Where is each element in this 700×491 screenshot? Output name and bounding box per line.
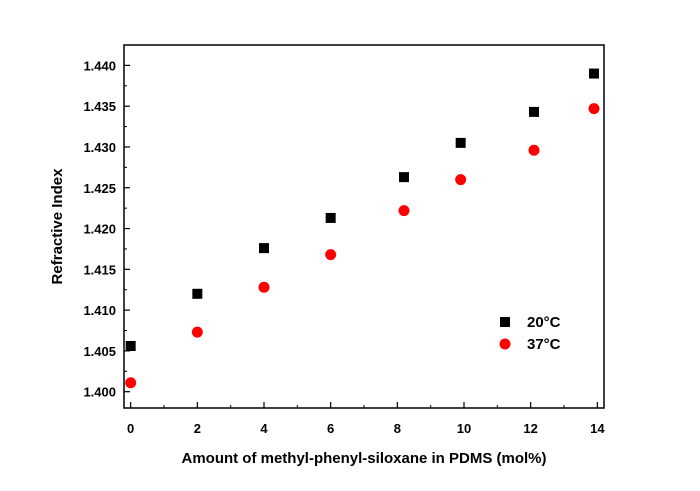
y-tick-label: 1.420 bbox=[83, 222, 116, 237]
data-points bbox=[125, 68, 600, 389]
point-37c bbox=[125, 377, 137, 389]
x-tick-label: 6 bbox=[327, 421, 334, 436]
x-tick-label: 0 bbox=[127, 421, 134, 436]
point-20c bbox=[455, 137, 466, 148]
x-axis-title: Amount of methyl-phenyl-siloxane in PDMS… bbox=[181, 450, 546, 467]
x-tick-label: 10 bbox=[457, 421, 471, 436]
y-tick-label: 1.425 bbox=[83, 181, 116, 196]
point-37c bbox=[528, 144, 540, 156]
point-20c bbox=[192, 288, 203, 299]
y-tick-label: 1.430 bbox=[83, 140, 116, 155]
y-tick-label: 1.435 bbox=[83, 99, 116, 114]
x-tick-label: 14 bbox=[590, 421, 605, 436]
point-20c bbox=[259, 243, 269, 254]
point-37c bbox=[588, 103, 600, 115]
x-tick-label: 12 bbox=[523, 421, 537, 436]
point-37c bbox=[191, 326, 203, 338]
x-tick-label: 8 bbox=[394, 421, 401, 436]
point-37c bbox=[258, 281, 270, 293]
point-20c bbox=[325, 212, 336, 223]
legend-marker-20c bbox=[500, 317, 510, 327]
legend-label: 37°C bbox=[527, 336, 561, 353]
point-20c bbox=[125, 341, 136, 352]
y-tick-label: 1.410 bbox=[83, 303, 116, 318]
y-tick-label: 1.400 bbox=[83, 385, 116, 400]
point-37c bbox=[325, 249, 337, 261]
point-37c bbox=[398, 205, 410, 217]
point-20c bbox=[589, 68, 599, 79]
point-37c bbox=[455, 174, 467, 186]
axis-ticks: 0 2 4 6 8 10 12 14 1.400 1.405 1.410 1.415 1.420 1.42… bbox=[83, 58, 605, 436]
point-20c bbox=[529, 106, 539, 117]
legend-label: 20°C bbox=[527, 314, 561, 331]
y-tick-label: 1.440 bbox=[83, 58, 116, 73]
legend-marker-37c bbox=[499, 338, 511, 350]
y-axis-title: Refractive Index bbox=[49, 168, 66, 285]
plot-frame bbox=[123, 44, 605, 409]
point-20c bbox=[399, 172, 409, 183]
y-tick-label: 1.415 bbox=[83, 262, 116, 277]
x-tick-label: 4 bbox=[260, 421, 268, 436]
legend: 20°C 37°C bbox=[499, 314, 561, 353]
y-tick-label: 1.405 bbox=[83, 344, 116, 359]
x-tick-label: 2 bbox=[194, 421, 201, 436]
